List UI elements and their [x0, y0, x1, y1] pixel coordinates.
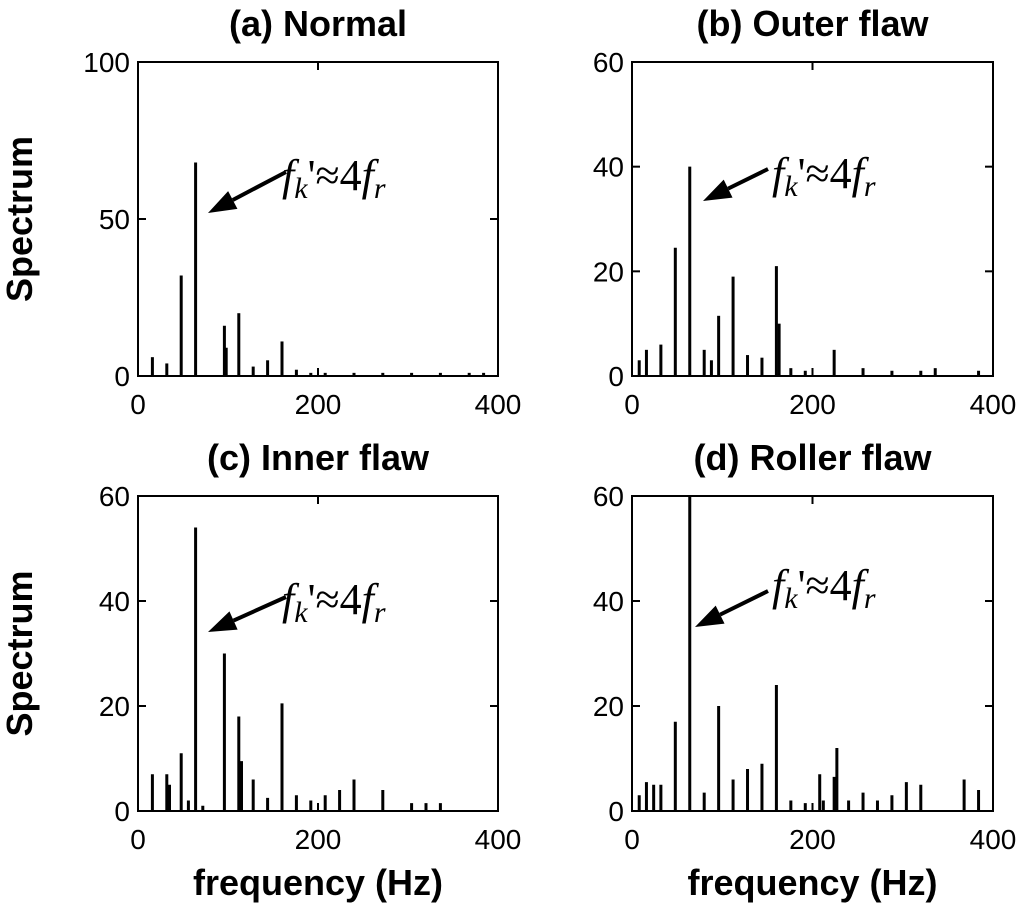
y-tick-label: 20	[593, 691, 624, 722]
y-tick-label: 20	[99, 691, 130, 722]
annotation-text: fk'≈4fr	[772, 149, 876, 203]
chart-title: (c) Inner flaw	[207, 437, 430, 478]
y-tick-label: 0	[114, 361, 130, 392]
x-tick-label: 200	[295, 389, 342, 420]
annotation-arrow-line	[232, 595, 287, 623]
chart-panel-2: 0 200 400 0 20 40 60 (b) Outer flaw fk'≈4fr	[593, 3, 1017, 420]
x-tick-label: 400	[970, 389, 1017, 420]
annotation-arrow-head	[695, 605, 725, 627]
y-tick-label: 20	[593, 256, 624, 287]
x-tick-label: 0	[130, 824, 146, 855]
annotation-arrow-head	[208, 191, 238, 213]
y-tick-label: 0	[114, 796, 130, 827]
axes-frame	[137, 61, 499, 377]
y-tick-label: 40	[593, 152, 624, 183]
chart-panel-3: 0 200 400 0 20 40 60 (c) Inner flaw Spectrum freq…	[0, 437, 521, 903]
chart-panel-4: 0 200 400 0 20 40 60 (d) Roller flaw frequency (…	[593, 437, 1017, 903]
x-axis-label: frequency (Hz)	[687, 862, 937, 903]
x-tick-label: 200	[789, 389, 836, 420]
y-tick-label: 100	[83, 47, 130, 78]
x-tick-label: 0	[130, 389, 146, 420]
y-tick-label: 40	[593, 586, 624, 617]
y-tick-label: 60	[99, 481, 130, 512]
annotation-arrow-head	[208, 611, 238, 632]
chart-title: (a) Normal	[229, 3, 407, 44]
annotation-text: fk'≈4fr	[772, 561, 876, 615]
annotation-arrow-head	[703, 179, 733, 201]
y-axis-label: Spectrum	[0, 570, 40, 736]
chart-title: (b) Outer flaw	[697, 3, 930, 44]
annotation-arrow-line	[231, 170, 287, 202]
x-tick-label: 200	[295, 824, 342, 855]
x-tick-label: 400	[970, 824, 1017, 855]
x-tick-label: 0	[624, 824, 640, 855]
y-tick-label: 60	[593, 47, 624, 78]
x-axis-label: frequency (Hz)	[193, 862, 443, 903]
y-tick-label: 0	[608, 361, 624, 392]
x-tick-label: 0	[624, 389, 640, 420]
x-tick-label: 200	[789, 824, 836, 855]
y-tick-label: 50	[99, 204, 130, 235]
annotation-arrow-line	[727, 167, 769, 191]
axes-frame	[631, 61, 994, 377]
chart-panel-1: 0 200 400 0 50 100 (a) Normal Spectrum fk'≈4fr	[0, 3, 521, 420]
x-tick-label: 400	[475, 824, 522, 855]
chart-title: (d) Roller flaw	[693, 437, 932, 478]
annotation-text: fk'≈4fr	[282, 151, 386, 205]
y-axis-label: Spectrum	[0, 136, 40, 302]
y-tick-label: 60	[593, 481, 624, 512]
y-tick-label: 40	[99, 586, 130, 617]
annotation-text: fk'≈4fr	[282, 575, 386, 629]
axes-frame	[137, 495, 499, 812]
y-tick-label: 0	[608, 796, 624, 827]
axes-frame	[631, 495, 994, 812]
x-tick-label: 400	[475, 389, 522, 420]
annotation-arrow-line	[719, 589, 769, 617]
